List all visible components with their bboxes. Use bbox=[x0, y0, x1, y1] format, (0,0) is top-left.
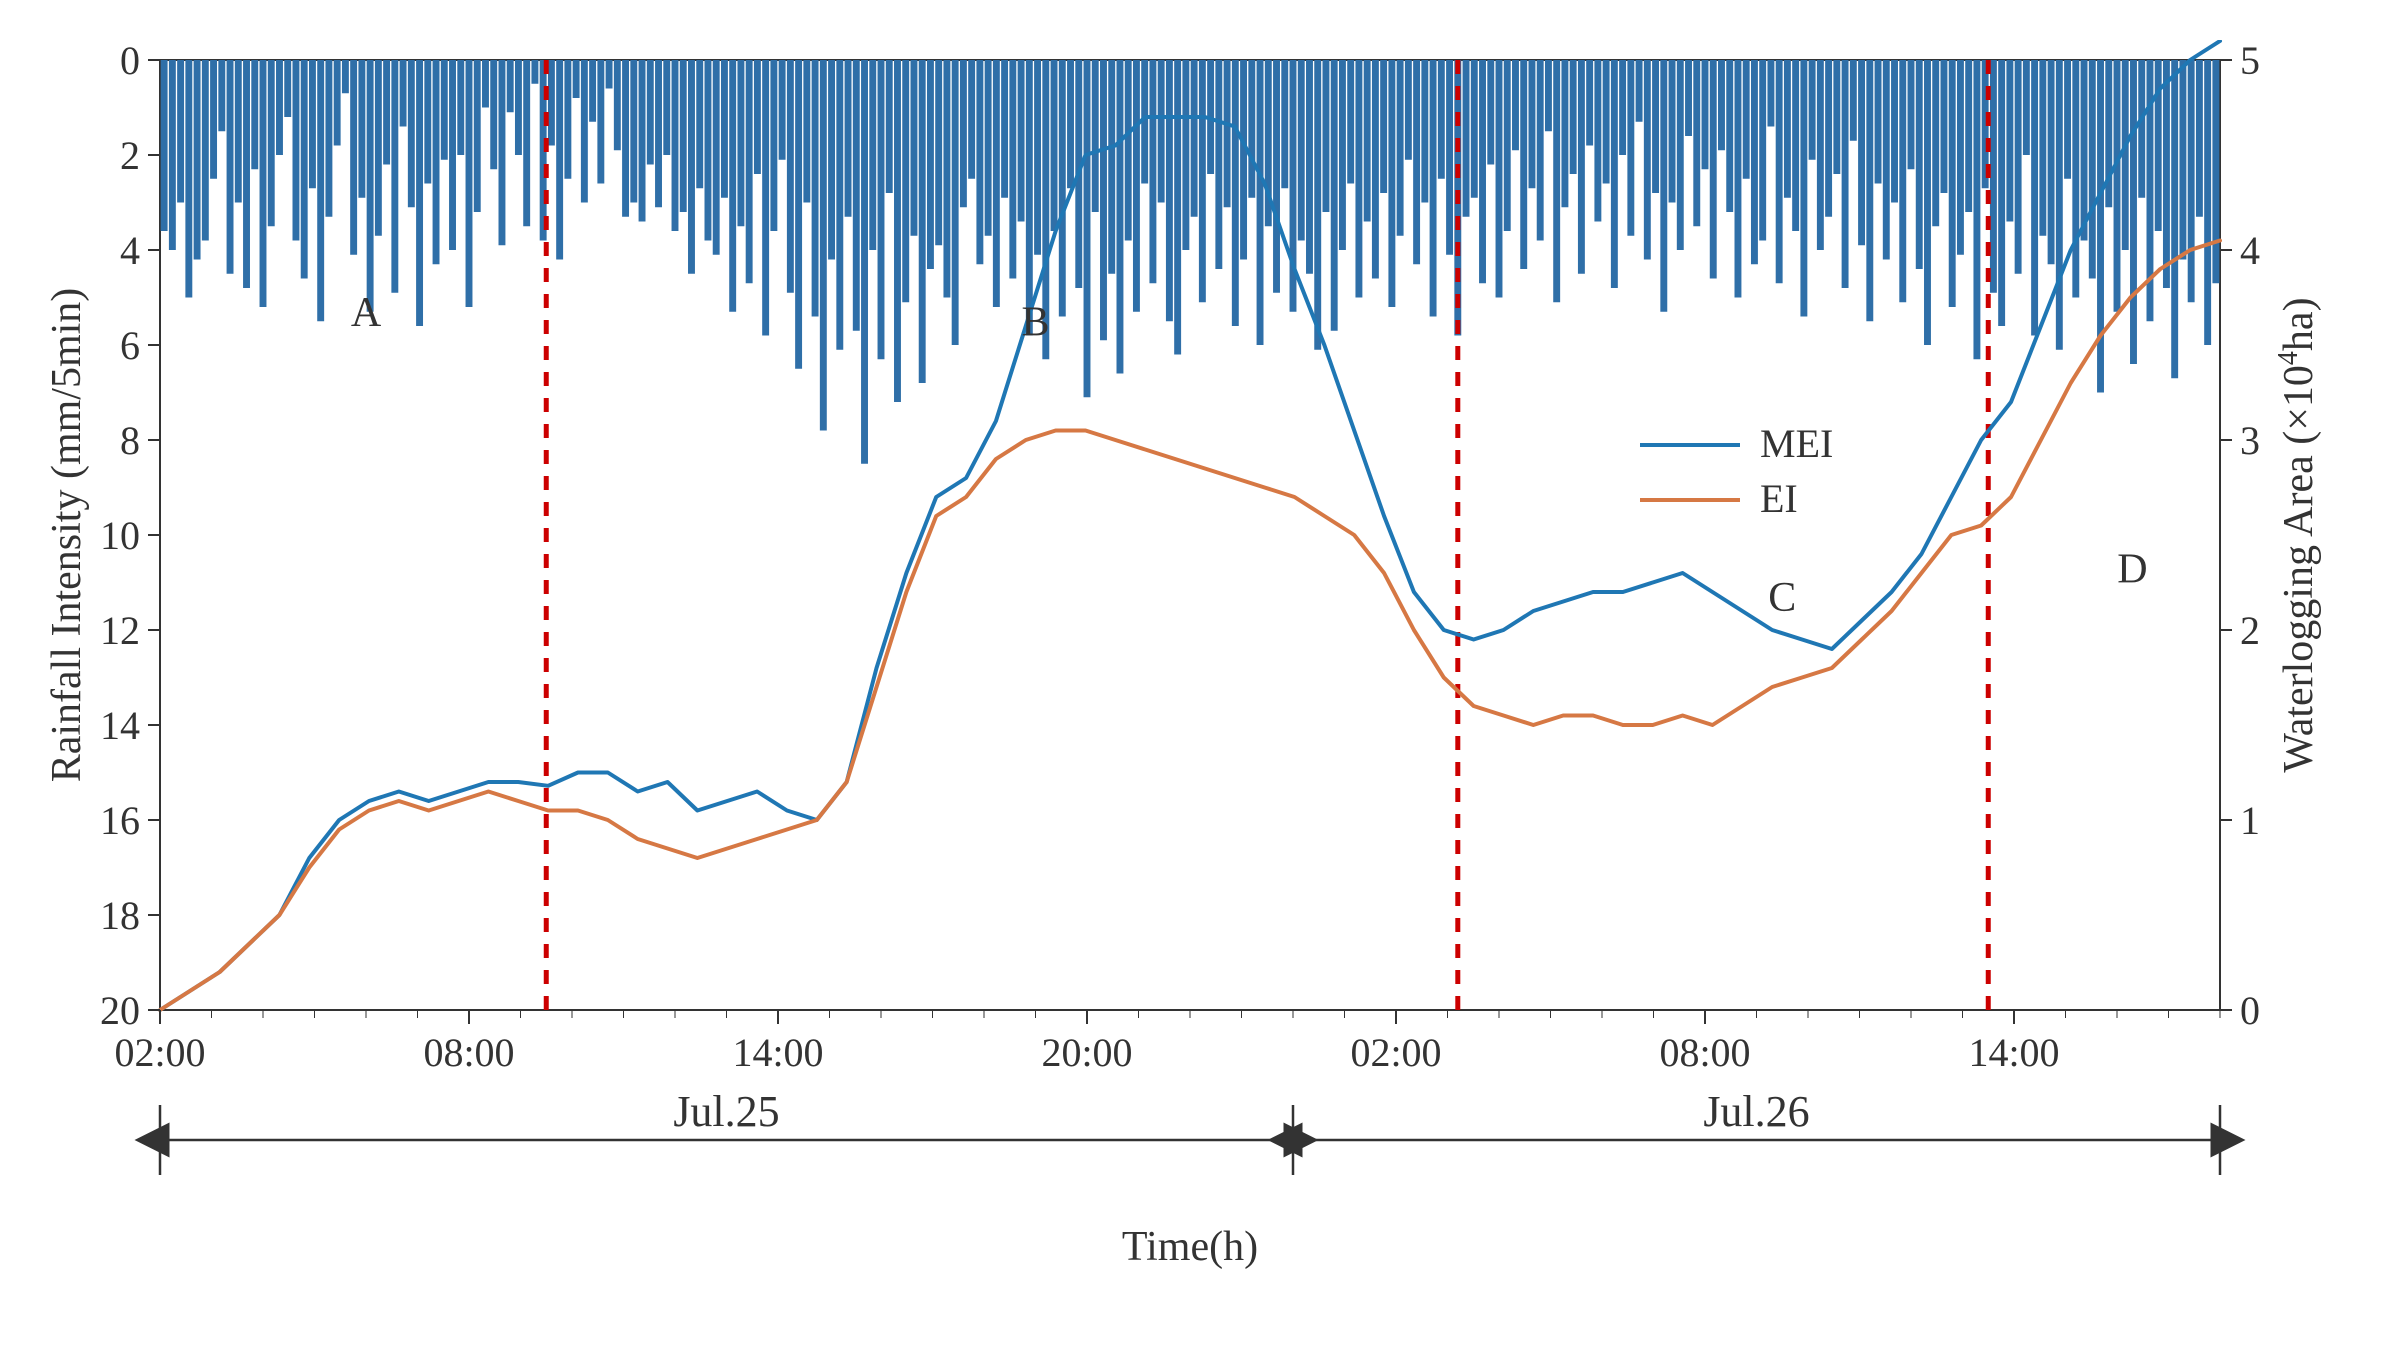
region-label: A bbox=[351, 290, 382, 336]
y-right-axis-label: Waterlogging Area (×104ha) bbox=[2273, 297, 2323, 772]
date-label: Jul.25 bbox=[673, 1087, 779, 1136]
x-tick-label: 02:00 bbox=[1350, 1030, 1441, 1075]
y-right-tick-label: 4 bbox=[2240, 228, 2260, 273]
y-right-tick-label: 3 bbox=[2240, 418, 2260, 463]
region-label: B bbox=[1021, 300, 1049, 346]
y-right-tick-label: 0 bbox=[2240, 988, 2260, 1033]
x-axis-label: Time(h) bbox=[1122, 1224, 1258, 1270]
legend-label: MEI bbox=[1760, 421, 1833, 466]
y-left-tick-label: 16 bbox=[100, 798, 140, 843]
y-left-tick-label: 12 bbox=[100, 608, 140, 653]
y-left-tick-label: 14 bbox=[100, 703, 140, 748]
chart-svg: ABCDMEIEI0246810121416182001234502:0008:… bbox=[40, 40, 2342, 1328]
y-left-tick-label: 20 bbox=[100, 988, 140, 1033]
region-label: D bbox=[2117, 547, 2147, 593]
y-right-tick-label: 2 bbox=[2240, 608, 2260, 653]
y-left-tick-label: 8 bbox=[120, 418, 140, 463]
y-left-tick-label: 10 bbox=[100, 513, 140, 558]
x-tick-label: 20:00 bbox=[1041, 1030, 1132, 1075]
y-left-tick-label: 6 bbox=[120, 323, 140, 368]
y-left-tick-label: 18 bbox=[100, 893, 140, 938]
y-right-tick-label: 1 bbox=[2240, 798, 2260, 843]
y-right-tick-label: 5 bbox=[2240, 40, 2260, 83]
chart-container: ABCDMEIEI0246810121416182001234502:0008:… bbox=[40, 40, 2342, 1328]
x-tick-label: 14:00 bbox=[732, 1030, 823, 1075]
x-tick-label: 08:00 bbox=[423, 1030, 514, 1075]
date-label: Jul.26 bbox=[1703, 1087, 1809, 1136]
x-tick-label: 14:00 bbox=[1968, 1030, 2059, 1075]
x-tick-label: 08:00 bbox=[1659, 1030, 1750, 1075]
legend-label: EI bbox=[1760, 476, 1798, 521]
y-left-tick-label: 4 bbox=[120, 228, 140, 273]
y-left-tick-label: 2 bbox=[120, 133, 140, 178]
y-left-axis-label: Rainfall Intensity (mm/5min) bbox=[44, 288, 90, 783]
x-tick-label: 02:00 bbox=[114, 1030, 205, 1075]
y-left-tick-label: 0 bbox=[120, 40, 140, 83]
region-label: C bbox=[1768, 575, 1796, 621]
